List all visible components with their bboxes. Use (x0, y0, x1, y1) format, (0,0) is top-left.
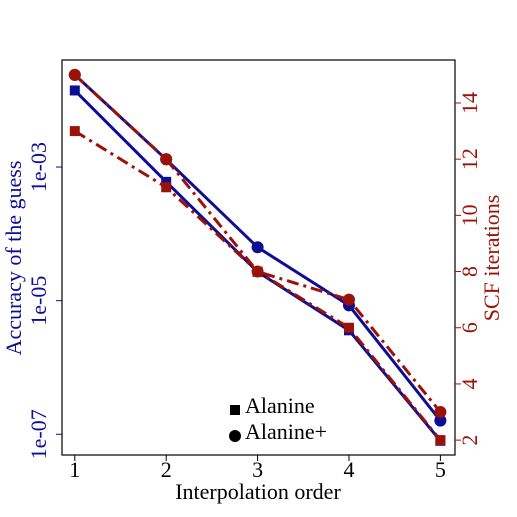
y2-tick-label: 12 (457, 148, 482, 170)
x-tick-label: 4 (343, 457, 354, 482)
data-point (434, 414, 447, 427)
plot-frame (61, 59, 456, 456)
data-point (251, 265, 264, 278)
legend-marker (230, 405, 240, 415)
data-point (161, 182, 172, 193)
x-tick-label: 5 (435, 457, 446, 482)
data-point (161, 176, 172, 187)
y2-tick-label: 8 (457, 266, 482, 277)
x-tick-label: 1 (69, 457, 80, 482)
data-point (251, 241, 264, 254)
y-axis-label: Accuracy of the guess (1, 161, 26, 356)
data-point (160, 153, 173, 166)
data-point (434, 406, 447, 419)
y2-axis-label: SCF iterations (479, 195, 504, 322)
legend-label: Alanine (245, 393, 315, 418)
data-point (68, 68, 81, 81)
x-tick-label: 2 (161, 457, 172, 482)
y2-tick-label: 2 (457, 435, 482, 446)
data-point (69, 126, 80, 137)
data-point (342, 293, 355, 306)
data-point (435, 435, 446, 446)
y2-tick-label: 6 (457, 322, 482, 333)
legend-marker (229, 430, 241, 442)
y2-tick-label: 14 (457, 92, 482, 114)
y2-tick-label: 10 (457, 204, 482, 226)
x-tick-label: 3 (252, 457, 263, 482)
y2-tick-label: 4 (457, 378, 482, 389)
data-point (69, 85, 80, 96)
y-tick-label: 1e-03 (26, 142, 51, 192)
legend-label: Alanine+ (245, 419, 327, 444)
data-point (343, 322, 354, 333)
x-axis-label: Interpolation order (175, 479, 341, 504)
y-tick-label: 1e-05 (26, 276, 51, 326)
y-tick-label: 1e-07 (26, 409, 51, 459)
